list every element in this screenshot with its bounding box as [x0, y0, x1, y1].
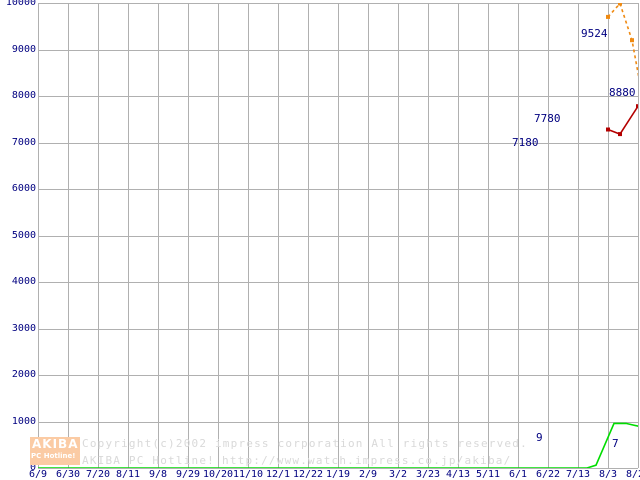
series-line-red-solid-series: [607, 105, 638, 136]
data-point-label: 7780: [534, 112, 561, 125]
data-point-label: 7: [612, 437, 619, 450]
series-marker-orange-dashed-series: [618, 3, 622, 6]
y-axis-tick-label: 0: [29, 462, 36, 473]
series-marker-orange-dashed-series: [630, 38, 634, 43]
akiba-logo-sub: PC Hotline!: [31, 452, 76, 460]
x-axis-tick-label: 3/23: [415, 469, 441, 480]
data-point-label: 9: [536, 431, 543, 444]
y-axis-tick-label: 1000: [11, 415, 36, 427]
y-axis-tick-label: 7000: [11, 136, 36, 148]
data-point-label: 7180: [512, 136, 539, 149]
series-marker-orange-dashed-series: [606, 14, 610, 19]
x-axis-tick-label: 10/20: [202, 469, 234, 480]
x-axis-tick-label: 7/13: [565, 469, 591, 480]
x-axis-tick-label: 8/24: [625, 469, 640, 480]
x-axis-tick-label: 6/22: [535, 469, 561, 480]
x-axis-tick-label: 3/2: [388, 469, 408, 480]
x-axis-tick-label: 5/11: [475, 469, 501, 480]
watermark-url: http://www.watch.impress.co.jp/akiba/: [222, 454, 512, 467]
y-axis-tick-label: 8000: [11, 90, 36, 101]
akiba-logo-name: AKIBA: [32, 437, 79, 451]
x-axis-tick-label: 6/1: [508, 469, 528, 480]
x-axis-tick-label: 8/11: [115, 469, 141, 480]
series-marker-red-solid-series: [606, 127, 610, 132]
y-axis-tick-label: 6000: [11, 183, 36, 194]
x-axis-tick-label: 7/20: [85, 469, 111, 480]
gridlines: [38, 3, 639, 469]
x-axis-tick-label: 12/1: [265, 469, 291, 480]
data-point-label: 8880: [609, 86, 636, 99]
series-marker-red-solid-series: [618, 132, 622, 137]
y-axis-tick-label: 3000: [11, 322, 36, 334]
x-axis-tick-label: 12/22: [292, 469, 324, 480]
x-axis-tick-label: 8/3: [598, 469, 618, 480]
x-axis-tick-label: 2/9: [358, 469, 378, 480]
akiba-logo: AKIBA PC Hotline!: [30, 437, 80, 465]
watermark-sitename: AKIBA PC Hotline!: [82, 454, 215, 467]
x-axis-tick-label: 11/10: [232, 469, 264, 480]
series-marker-red-solid-series: [636, 104, 638, 109]
y-axis-tick-label: 5000: [11, 229, 36, 241]
x-axis-tick-label: 1/19: [325, 469, 351, 480]
series-line-green-solid-series: [38, 422, 638, 468]
y-axis-tick-label: 10000: [5, 0, 36, 8]
y-axis-tick-label: 2000: [11, 369, 36, 380]
x-axis-tick-label: 9/8: [148, 469, 168, 480]
series-line-orange-dashed-series: [607, 3, 638, 78]
y-axis-tick-label: 4000: [11, 276, 36, 287]
data-point-label: 9524: [581, 27, 608, 40]
watermark-copyright: Copyright(c)2002 impress corporation All…: [82, 437, 528, 450]
x-axis-tick-label: 6/30: [55, 469, 81, 480]
x-axis-tick-label: 4/13: [445, 469, 471, 480]
x-axis-tick-label: 9/29: [175, 469, 201, 480]
series-group: [38, 3, 638, 468]
x-axis-tick-label: 6/9: [28, 469, 48, 480]
y-axis-tick-label: 9000: [11, 43, 36, 55]
